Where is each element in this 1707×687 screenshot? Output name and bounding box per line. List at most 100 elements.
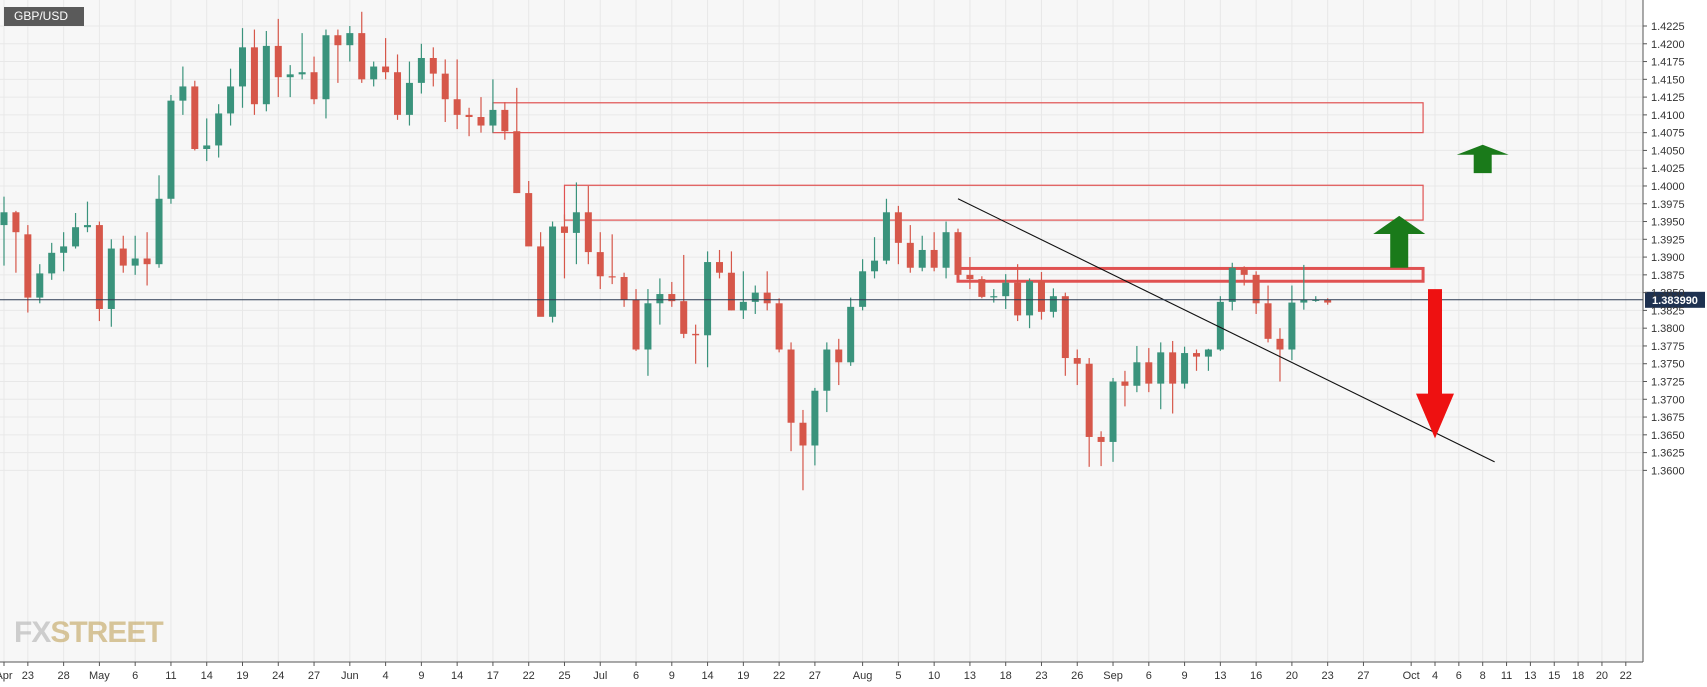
candle-body [811,390,819,446]
candle-body [644,303,652,350]
x-tick-label: 8 [1480,670,1486,682]
x-tick-label: 28 [58,670,70,682]
candle-body [799,422,807,446]
candle-body [417,57,425,83]
y-tick-label: 1.4025 [1651,163,1685,175]
x-tick-label: 20 [1286,670,1298,682]
candle-body [1312,299,1320,301]
x-tick-label: Jul [593,670,607,682]
x-tick-label: 26 [1071,670,1083,682]
candle-body [942,232,950,268]
y-tick-label: 1.3950 [1651,217,1685,229]
candle-body [727,272,735,311]
candle-body [1026,281,1034,316]
candle-body [83,225,91,228]
y-tick-label: 1.3900 [1651,252,1685,264]
candle-body [1121,381,1129,386]
x-tick-label: 17 [487,670,499,682]
candle-body [990,296,998,298]
y-tick-label: 1.3850 [1651,288,1685,300]
candle-body [143,258,151,265]
candle-body [370,66,378,80]
x-tick-label: 14 [701,670,713,682]
x-tick-label: 5 [895,670,901,682]
x-tick-label: 24 [272,670,284,682]
candle-body [95,225,103,309]
x-tick-label: 15 [1548,670,1560,682]
x-tick-label: 27 [1357,670,1369,682]
x-tick-label: 11 [165,670,176,682]
y-tick-label: 1.4150 [1651,74,1685,86]
candle-body [131,258,139,266]
candle-body [1145,362,1153,384]
candle-body [847,306,855,363]
x-tick-label: Oct [1403,670,1420,682]
x-tick-label: 9 [1182,670,1188,682]
candle-body [656,294,664,304]
candle-body [465,114,473,118]
y-tick-label: 1.3975 [1651,199,1685,211]
candle-body [1037,281,1045,312]
candle-body [286,74,294,78]
candle-body [608,276,616,278]
candle-body [525,193,533,247]
candle-body [1061,296,1069,359]
candle-body [1109,381,1117,442]
y-tick-label: 1.4200 [1651,39,1685,51]
candle-body [1216,301,1224,350]
candle-body [107,248,115,309]
x-tick-label: 18 [1572,670,1584,682]
candles [0,11,1332,491]
up-arrow [1373,215,1426,268]
x-tick-label: 22 [523,670,535,682]
candle-body [1264,303,1272,339]
x-tick-label: 13 [1214,670,1226,682]
candle-body [620,276,628,300]
x-tick-label: 20 [1596,670,1608,682]
y-tick-label: 1.3875 [1651,270,1685,282]
candle-body [322,35,330,100]
candle-body [358,33,366,80]
candle-body [0,212,8,226]
candle-body [668,294,676,302]
candle-body [537,246,545,317]
candle-body [1157,352,1165,384]
candle-body [310,72,318,100]
candle-body [918,249,926,268]
x-tick-label: 22 [1620,670,1632,682]
y-tick-label: 1.4100 [1651,110,1685,122]
x-tick-label: 18 [1000,670,1012,682]
x-tick-label: 4 [383,670,389,682]
y-tick-label: 1.4050 [1651,145,1685,157]
plot-background [0,0,1643,662]
y-tick-label: 1.4000 [1651,181,1685,193]
candle-body [48,252,56,274]
candle-body [36,273,44,298]
candle-body [560,226,568,233]
x-tick-label: 16 [1250,670,1262,682]
candle-body [954,232,962,275]
candle-body [692,333,700,336]
candle-body [250,47,258,105]
candle-body [823,349,831,391]
x-tick-label: 27 [809,670,821,682]
candle-body [1204,349,1212,357]
x-tick-label: 23 [1035,670,1047,682]
candle-body [429,57,437,74]
candle-body [680,301,688,334]
candle-body [1085,363,1093,437]
candle-body [775,303,783,350]
candle-body [382,66,390,73]
candle-body [346,33,354,46]
x-tick-label: 9 [418,670,424,682]
axes: 1.3600 1.3625 1.3650 1.3675 1.3700 1.3725 1.37… [0,0,1685,682]
candle-body [203,145,211,150]
candle-body [489,109,497,126]
y-tick-label: 1.3725 [1651,377,1685,389]
x-tick-label: 14 [201,670,213,682]
candle-body [179,86,187,101]
candle-body [1240,267,1248,275]
grid [0,0,1643,662]
